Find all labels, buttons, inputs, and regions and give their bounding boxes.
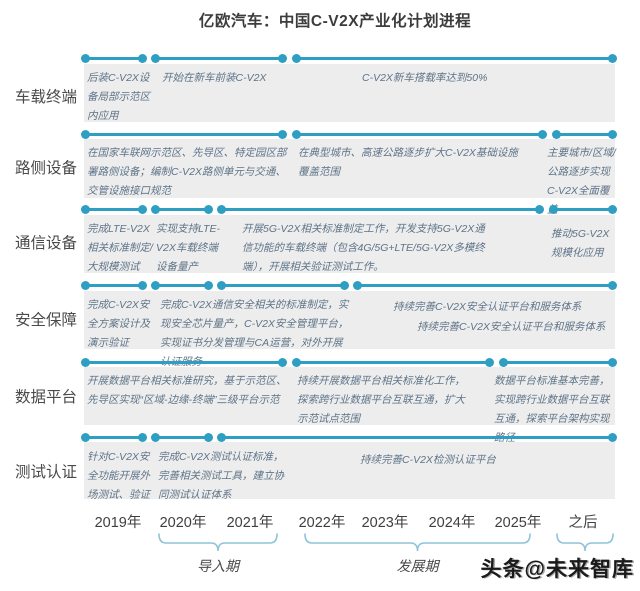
row-band	[84, 64, 615, 122]
row-band	[84, 442, 615, 499]
timeline-segment	[217, 280, 349, 290]
timeline-segment	[151, 204, 213, 214]
timeline-segment	[81, 357, 287, 367]
phase-label: 导入期	[197, 558, 239, 574]
axis-year-label: 2024年	[428, 515, 476, 531]
milestone-note: 持续完善C-V2X安全认证平台和服务体系	[393, 301, 582, 313]
timeline-segment	[552, 129, 617, 139]
milestone-note: 推动5G-V2X规模化应用	[551, 228, 610, 259]
milestone-note: 完成C-V2X测试认证标准，完善相关测试工具，建立协同测试认证体系	[158, 451, 284, 501]
row-label: 通信设备	[14, 235, 77, 252]
timeline-segment	[151, 432, 213, 442]
milestone-note: 针对C-V2X安全功能开展外场测试、验证	[87, 451, 150, 501]
row-label: 数据平台	[14, 389, 77, 406]
watermark: 头条@未来智库	[480, 558, 634, 581]
timeline-segment	[81, 53, 147, 63]
milestone-note: 完成C-V2X通信安全相关的标准制定，实现安全芯片量产，C-V2X安全管理平台，…	[160, 299, 349, 368]
milestone-note: 开始在新车前装C-V2X	[162, 72, 267, 84]
row-band	[84, 291, 615, 349]
row-label: 路侧设备	[14, 160, 77, 177]
row-label: 测试认证	[14, 464, 77, 481]
milestone-note: 在典型城市、高速公路逐步扩大C-V2X基础设施覆盖范围	[298, 147, 518, 178]
milestone-note: 完成LTE-V2X相关标准制定/大规模测试	[87, 223, 153, 273]
axis-year-label: 2020年	[159, 515, 207, 531]
row-band	[84, 139, 615, 198]
milestone-note: 实现支持LTE-V2X车载终端设备量产	[156, 223, 220, 273]
page-title: 亿欧汽车：中国C-V2X产业化计划进程	[198, 13, 472, 30]
timeline-segment	[499, 357, 617, 367]
timeline-segment	[292, 53, 617, 63]
row-label: 车载终端	[14, 89, 77, 106]
timeline-segment	[81, 204, 147, 214]
milestone-note: 持续完善C-V2X安全认证平台和服务体系	[417, 321, 606, 333]
axis-year-label: 2023年	[361, 515, 409, 531]
milestone-note: 持续开展数据平台相关标准化工作，探索跨行业数据平台互联互通，扩大示范试点范围	[297, 375, 465, 425]
milestone-note: 后装C-V2X设备局部示范区内应用	[87, 72, 150, 122]
phase-bracket	[556, 533, 614, 552]
milestone-note: 主要城市/区域/公路逐步实现C-V2X全面覆盖	[547, 147, 616, 216]
milestone-note: 在国家车联网示范区、先导区、特定园区部署路侧设备；编制C-V2X路侧单元与交通、…	[87, 147, 287, 197]
timeline-segment	[549, 204, 617, 214]
row-label: 安全保障	[14, 312, 77, 329]
timeline-segment	[353, 280, 617, 290]
timeline-segment	[151, 53, 287, 63]
milestone-note: 持续完善C-V2X检测认证平台	[360, 454, 496, 466]
timeline-segment	[81, 129, 287, 139]
timeline-segment	[81, 280, 147, 290]
axis-year-label: 2019年	[94, 515, 142, 531]
timeline-segment	[217, 432, 617, 442]
axis-year-label: 2022年	[298, 515, 346, 531]
milestone-note: C-V2X新车搭载率达到50%	[362, 72, 488, 84]
phase-label: 发展期	[396, 558, 439, 574]
milestone-note: 开展数据平台相关标准研究，基于示范区、先导区实现“区域-边缘-终端”三级平台示范	[87, 375, 287, 406]
axis-year-label: 2025年	[494, 515, 542, 531]
timeline-segment	[292, 129, 547, 139]
axis-year-label: 之后	[568, 515, 598, 531]
phase-bracket	[304, 533, 531, 552]
milestone-note: 数据平台标准基本完善，实现跨行业数据平台互联互通，探索平台架构实现路径	[494, 375, 610, 444]
timeline-segment	[217, 204, 544, 214]
timeline-segment	[292, 357, 494, 367]
row-band	[84, 215, 615, 273]
timeline-segment	[151, 280, 213, 290]
axis-year-label: 2021年	[226, 515, 274, 531]
milestone-note: 完成C-V2X安全方案设计及演示验证	[87, 299, 150, 349]
phase-bracket	[158, 533, 278, 552]
timeline-segment	[81, 432, 147, 442]
row-band	[84, 367, 615, 425]
milestone-note: 开展5G-V2X相关标准制定工作，开发支持5G-V2X通信功能的车载终端（包含4…	[242, 223, 485, 273]
